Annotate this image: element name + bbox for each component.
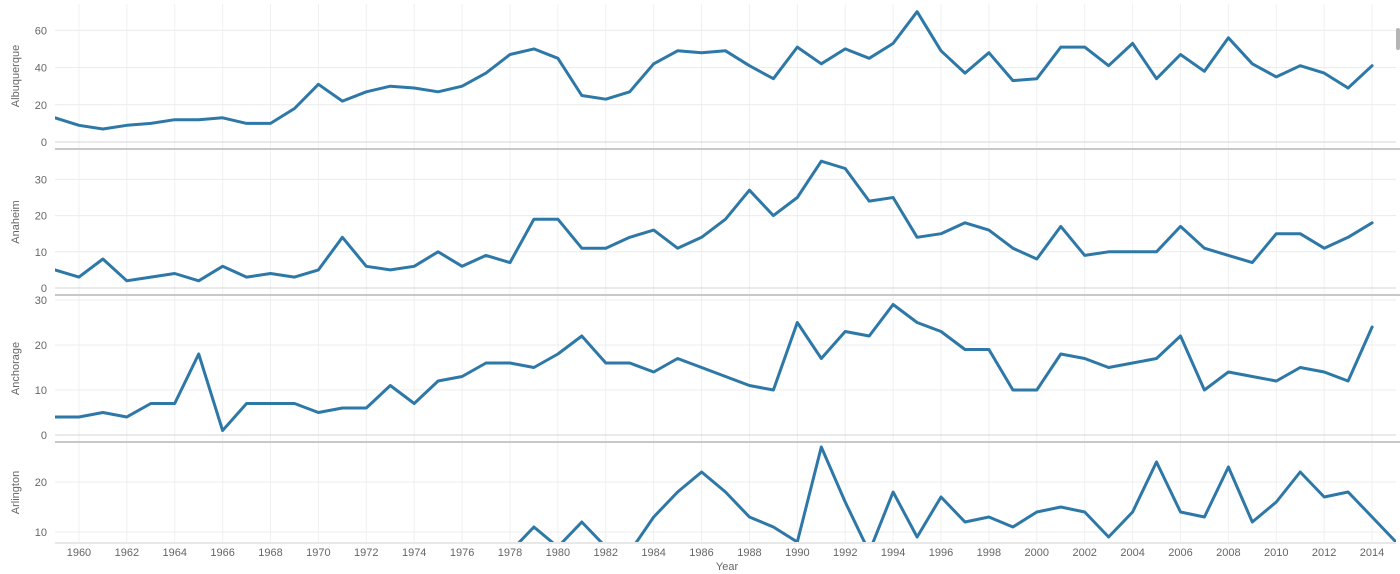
x-tick-label: 1976 <box>450 547 474 559</box>
x-tick-label: 2004 <box>1120 547 1144 559</box>
y-axis-title: Anaheim <box>10 200 22 243</box>
x-tick-label: 2002 <box>1072 547 1096 559</box>
x-axis-title: Year <box>716 561 739 573</box>
vertical-scrollbar-thumb[interactable] <box>1396 28 1400 50</box>
x-tick-label: 1990 <box>785 547 809 559</box>
y-tick-label: 60 <box>35 25 47 37</box>
x-tick-label: 1994 <box>881 547 905 559</box>
series-line-albuquerque <box>55 10 1374 131</box>
x-tick-label: 1960 <box>67 547 91 559</box>
x-tick-label: 2012 <box>1312 547 1336 559</box>
y-tick-label: 20 <box>35 211 47 223</box>
x-tick-label: 2008 <box>1216 547 1240 559</box>
y-tick-label: 30 <box>35 295 47 307</box>
y-tick-label: 40 <box>35 63 47 75</box>
x-tick-label: 1980 <box>546 547 570 559</box>
panels: 0 20 40 60 Albuquerque 0 10 20 30 Anaheim 0 10 20 30 A… <box>10 10 1400 542</box>
y-tick-label: 10 <box>35 247 47 259</box>
y-axis-title: Anchorage <box>10 342 22 395</box>
y-tick-label: 30 <box>35 174 47 186</box>
x-tick-label: 1962 <box>115 547 139 559</box>
x-tick-label: 1974 <box>402 547 426 559</box>
x-tick-label: 2000 <box>1025 547 1049 559</box>
x-tick-label: 1970 <box>306 547 330 559</box>
series-line-anaheim <box>55 159 1374 283</box>
y-tick-label: 20 <box>35 340 47 352</box>
x-tick-label: 1992 <box>833 547 857 559</box>
y-tick-label: 0 <box>41 137 47 149</box>
panel-anchorage: 0 10 20 30 Anchorage <box>10 295 1400 443</box>
panel-albuquerque: 0 20 40 60 Albuquerque <box>10 10 1400 150</box>
x-tick-label: 1972 <box>354 547 378 559</box>
gridlines <box>78 4 1373 542</box>
panel-anaheim: 0 10 20 30 Anaheim <box>10 159 1400 296</box>
x-tick-label: 1988 <box>737 547 761 559</box>
y-tick-label: 20 <box>35 477 47 489</box>
x-tick-label: 1978 <box>498 547 522 559</box>
y-tick-label: 10 <box>35 527 47 539</box>
y-tick-label: 10 <box>35 385 47 397</box>
panel-arlington: 10 20 Arlington <box>10 445 1396 542</box>
y-tick-label: 20 <box>35 100 47 112</box>
x-tick-label: 2010 <box>1264 547 1288 559</box>
series-line-anchorage <box>55 303 1374 432</box>
series-line-arlington <box>517 445 1396 542</box>
x-tick-label: 1966 <box>210 547 234 559</box>
y-tick-label: 0 <box>41 430 47 442</box>
y-tick-label: 0 <box>41 283 47 295</box>
x-tick-label: 1984 <box>641 547 665 559</box>
x-tick-label: 1996 <box>929 547 953 559</box>
x-tick-label: 1968 <box>258 547 282 559</box>
x-tick-label: 1998 <box>977 547 1001 559</box>
x-tick-label: 1982 <box>594 547 618 559</box>
x-axis: 1960 1962 1964 1966 1968 1970 1972 1974 1976 1978… <box>55 542 1396 559</box>
x-tick-label: 1986 <box>689 547 713 559</box>
x-tick-label: 1964 <box>162 547 186 559</box>
x-tick-label: 2014 <box>1360 547 1384 559</box>
y-axis-title: Arlington <box>10 471 22 514</box>
y-axis-title: Albuquerque <box>10 45 22 107</box>
x-tick-label: 2006 <box>1168 547 1192 559</box>
